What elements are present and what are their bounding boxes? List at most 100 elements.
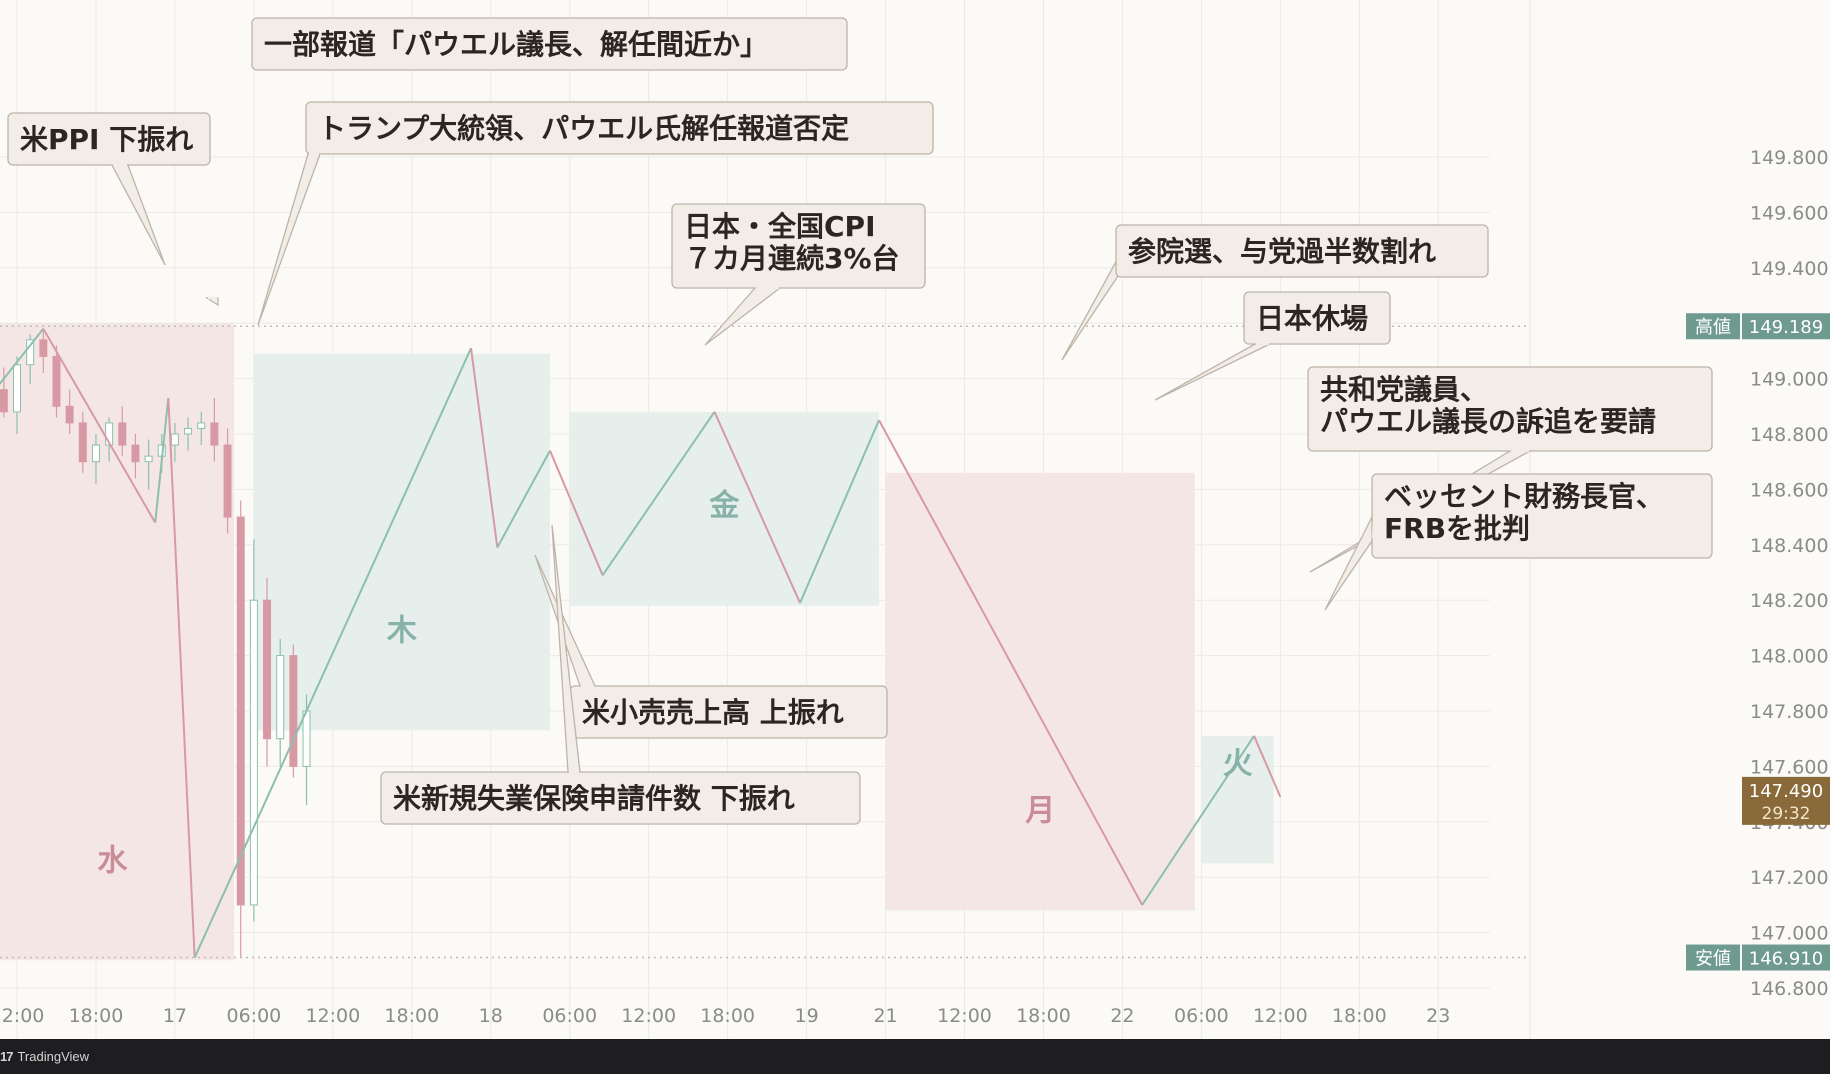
callout-text: FRBを批判: [1384, 512, 1530, 545]
zigzag-segment: [713, 411, 801, 604]
callout: トランプ大統領、パウエル氏解任報道否定: [257, 101, 934, 326]
callout-pointer: [110, 164, 166, 266]
candle-body: [0, 389, 8, 413]
y-tick-label: 149.000: [1750, 369, 1829, 391]
y-tick-label: 148.600: [1750, 479, 1829, 501]
day-labels: 水 木 金月 火: [97, 489, 1252, 879]
candle-body: [26, 339, 35, 366]
zigzag-segment: [167, 397, 196, 958]
callout-text: ベッセント財務長官、: [1384, 480, 1664, 513]
day-box: [253, 353, 550, 731]
callout-text: 一部報道「パウエル議長、解任間近か」: [264, 28, 768, 61]
x-tick-label: 06:00: [542, 1005, 597, 1027]
tradingview-brand-text: TradingView: [17, 1049, 90, 1064]
candle-body: [118, 422, 127, 446]
low-tag-label: 安値: [1695, 949, 1731, 970]
callout-box: [7, 112, 211, 166]
day-label: 月: [1025, 793, 1055, 828]
zigzag-segment: [878, 419, 1144, 906]
news-callouts: 一部報道「パウエル議長、解任間近か」米PPI 下振れ トランプ大統領、パウエル氏解…: [7, 17, 1713, 825]
tradingview-logo[interactable]: 17 TradingView: [0, 1039, 89, 1074]
footer-bar: 17 TradingView: [0, 1039, 1830, 1074]
callout-text: 日本・全国CPI: [684, 210, 876, 243]
tradingview-logo-icon: 17: [0, 1049, 14, 1064]
x-tick-label: 23: [1426, 1005, 1450, 1027]
callout-pointer: [1154, 343, 1271, 401]
x-tick-label: 21: [873, 1005, 897, 1027]
candle-body: [276, 655, 285, 740]
y-tick-label: 147.600: [1750, 756, 1829, 778]
x-tick-label: 12:00: [937, 1005, 992, 1027]
candle-body: [236, 516, 245, 906]
y-tick-label: 147.800: [1750, 701, 1829, 723]
last-price-countdown: 29:32: [1762, 804, 1811, 824]
candle-body: [302, 710, 311, 767]
day-box: [569, 411, 879, 606]
callout-text: 米小売売上高 上振れ: [582, 696, 844, 729]
time-axis[interactable]: 12:00 18:00 17 06:00 12:00 18:00 18 06:00 12:00 1…: [0, 1005, 1450, 1027]
last-price-bg: [1742, 776, 1830, 825]
last-price-value: 147.490: [1749, 781, 1823, 802]
x-tick-label: 22: [1110, 1005, 1134, 1027]
candle-body: [39, 339, 48, 357]
callout-text: パウエル議長の訴追を要請: [1320, 405, 1656, 438]
candlestick-series: [0, 328, 311, 958]
x-tick-label: 06:00: [226, 1005, 281, 1027]
x-tick-label: 18:00: [1332, 1005, 1387, 1027]
y-tick-label: 147.000: [1750, 923, 1829, 945]
callout-box: [1371, 473, 1713, 559]
candle-body: [131, 444, 140, 463]
callout-pointer: [704, 287, 782, 346]
day-box: [1201, 735, 1274, 864]
candle-body: [91, 444, 100, 463]
callout-text: 日本休場: [1256, 302, 1368, 335]
day-box: [885, 472, 1195, 911]
zigzag-segment: [42, 328, 157, 524]
high-tag-bg: [1686, 313, 1740, 340]
low-tag-bg: [1686, 944, 1740, 971]
zigzag-segment: [1141, 735, 1255, 906]
callout-box: [1115, 224, 1489, 278]
callout-text: トランプ大統領、パウエル氏解任報道否定: [318, 112, 849, 145]
callout-pointer: [257, 153, 321, 326]
y-tick-label: 148.000: [1750, 646, 1829, 668]
price-chart[interactable]: 水 木 金月 火 一部報道「パウエル議長、解任間近か」米PPI 下振れ トランプ大統領、…: [0, 0, 1830, 1039]
callout: 一部報道「パウエル議長、解任間近か」: [204, 17, 848, 307]
candle-body: [263, 599, 272, 740]
callout: 日本休場: [1154, 291, 1391, 401]
day-label: 水: [97, 843, 128, 878]
zigzag-segment: [799, 419, 880, 604]
callout-text: 米PPI 下振れ: [20, 123, 193, 156]
callout-joint: [1371, 512, 1377, 539]
callout: 米PPI 下振れ: [7, 112, 211, 266]
price-axis[interactable]: 146.800147.000147.200147.400147.600147.8…: [1686, 147, 1830, 1000]
high-tag-label: 高値: [1695, 317, 1731, 338]
candle-body: [223, 444, 232, 518]
zigzag-segment: [0, 328, 45, 386]
callout-box: [251, 17, 848, 71]
candle-body: [105, 422, 114, 446]
callout-pointer: [1324, 512, 1375, 611]
x-tick-label: 18:00: [1016, 1005, 1071, 1027]
x-tick-label: 17: [163, 1005, 187, 1027]
candle-body: [170, 433, 179, 446]
high-value-bg: [1742, 313, 1830, 340]
callout-box: [1307, 366, 1713, 452]
callout: 米新規失業保険申請件数 下振れ: [380, 524, 861, 825]
y-tick-label: 148.400: [1750, 535, 1829, 557]
zigzag-segment: [496, 450, 551, 549]
zigzag-segment: [601, 411, 716, 576]
candle-body: [210, 422, 219, 446]
low-value-bg: [1742, 944, 1830, 971]
callout-box: [1243, 291, 1391, 345]
x-tick-label: 18:00: [69, 1005, 124, 1027]
day-label: 火: [1223, 746, 1253, 781]
candle-body: [197, 422, 206, 429]
y-tick-label: 146.800: [1750, 978, 1829, 1000]
zigzag-segment: [193, 347, 472, 958]
callout-text: 米新規失業保険申請件数 下振れ: [393, 782, 795, 815]
callout-box: [671, 203, 926, 289]
callout-text: ７カ月連続3%台: [684, 242, 900, 275]
candle-body: [13, 364, 21, 413]
